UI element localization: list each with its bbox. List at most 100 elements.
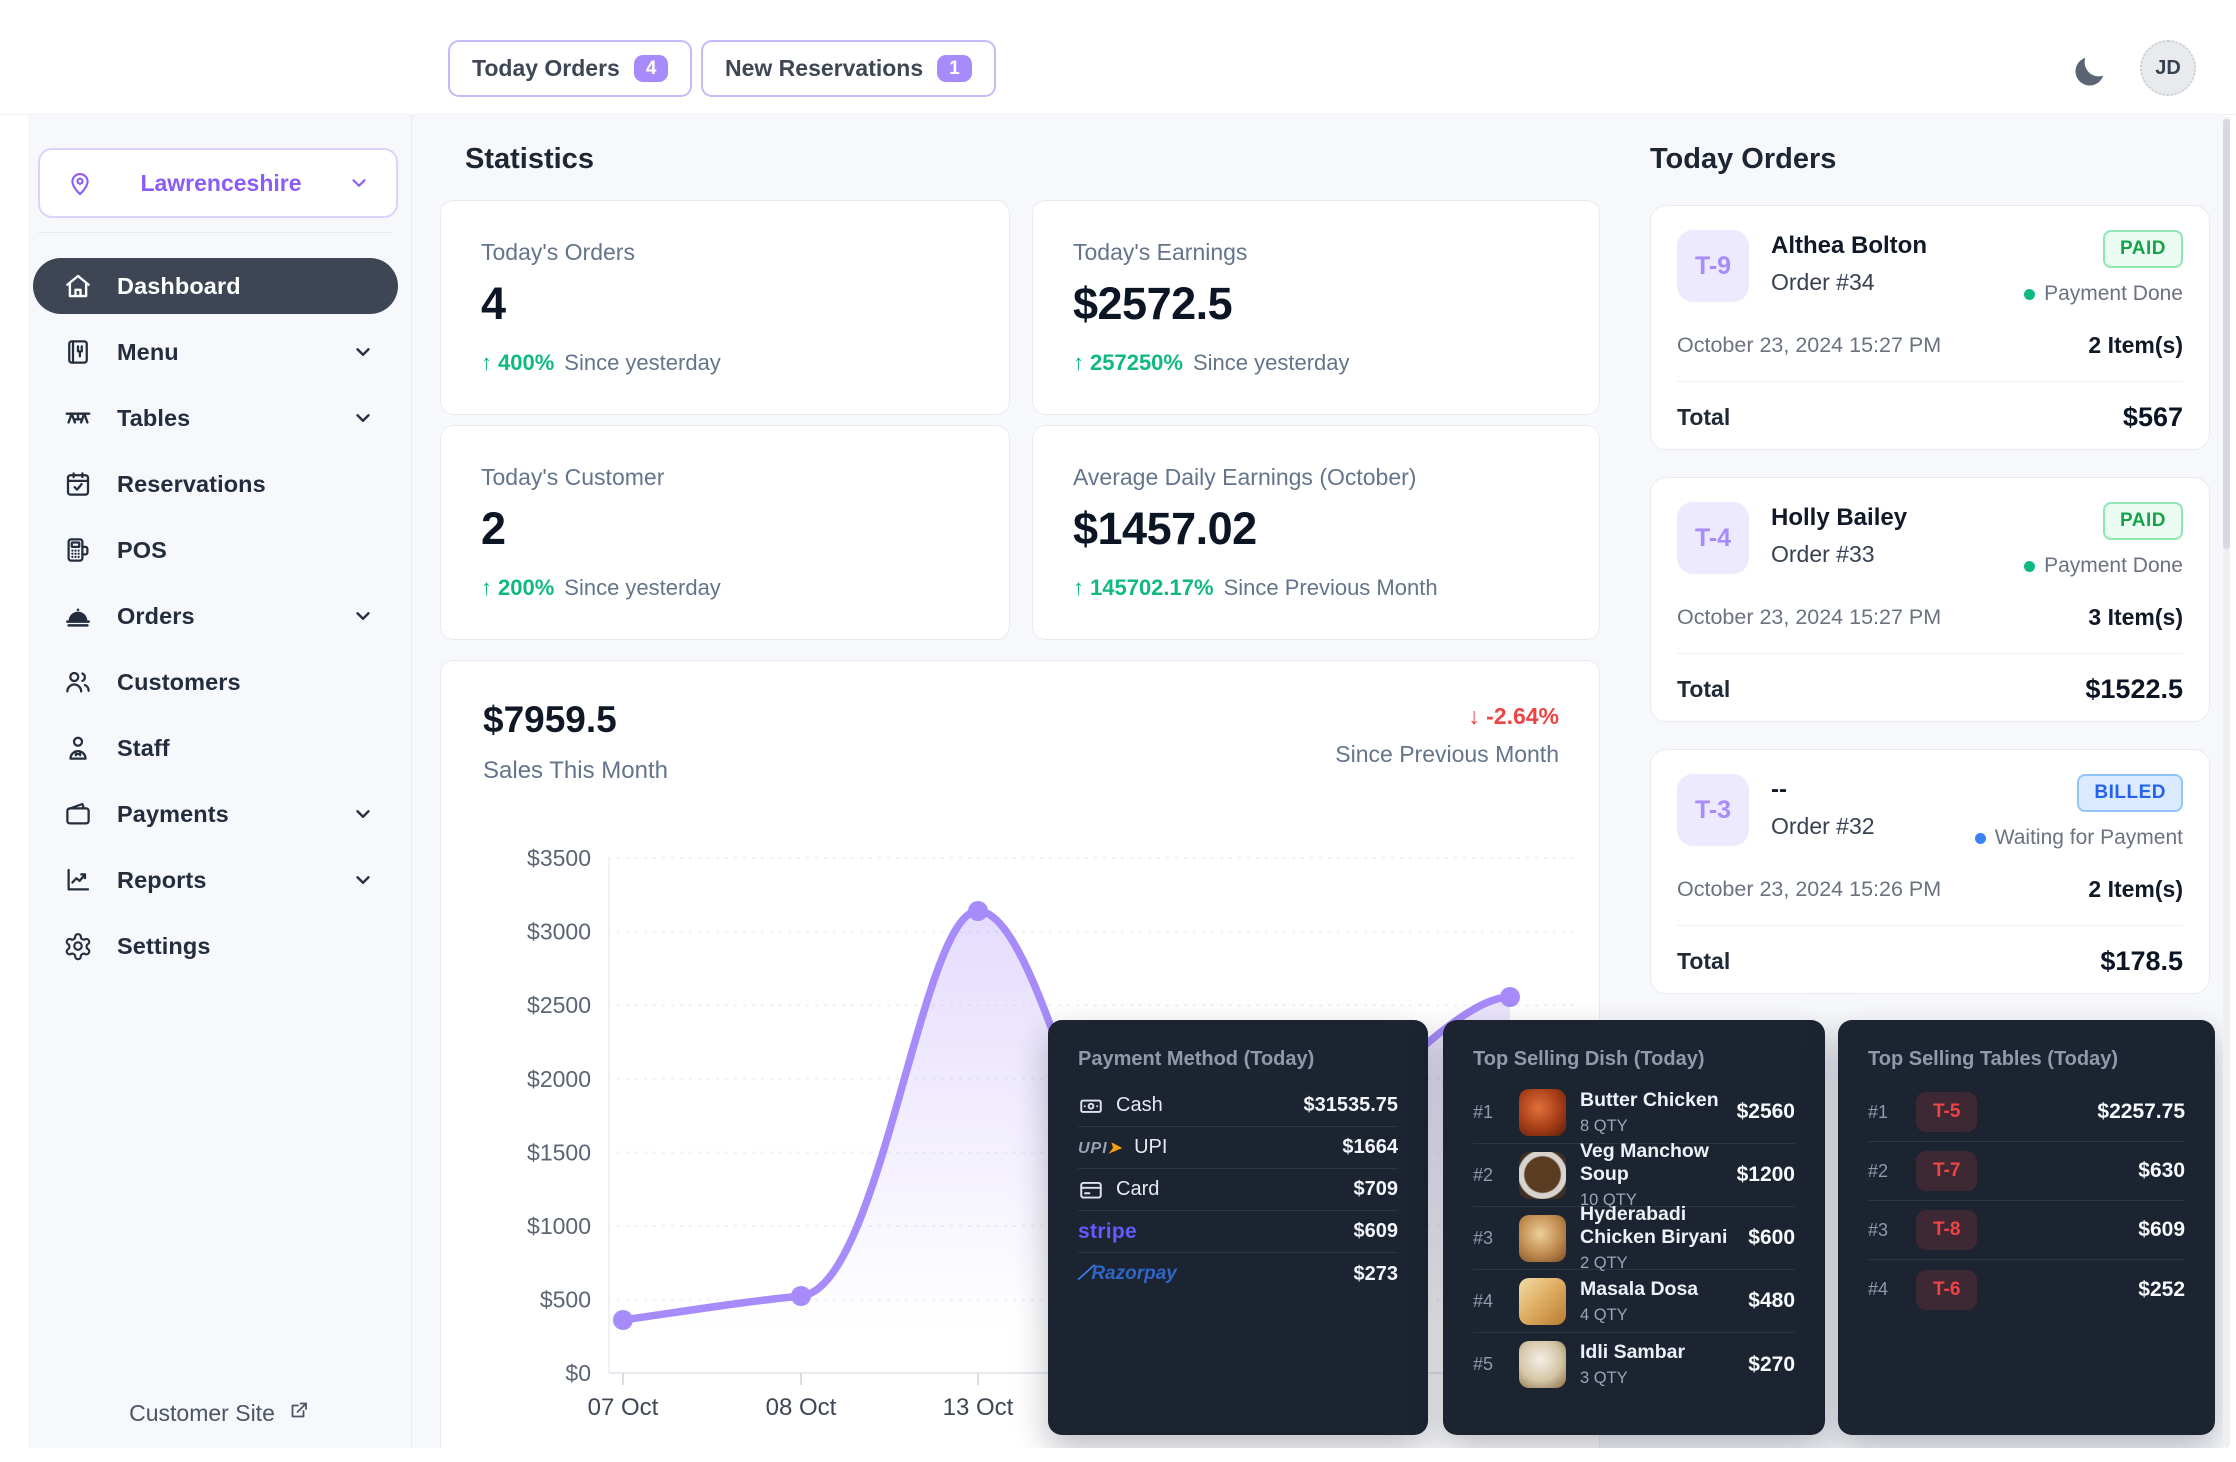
top-selling-tables-panel: Top Selling Tables (Today) #1 T-5 $2257.… (1838, 1020, 2215, 1435)
new-reservations-button[interactable]: New Reservations 1 (701, 40, 996, 97)
stat-value: 2 (481, 503, 506, 554)
dish-row: #5 Idli Sambar 3 QTY $270 (1473, 1341, 1795, 1388)
divider (1677, 653, 2183, 654)
location-pin-icon (66, 169, 94, 197)
stat-value: 4 (481, 278, 506, 329)
data-point-07-oct (613, 1310, 633, 1330)
svg-text:$2500: $2500 (527, 992, 591, 1018)
stat-label: Today's Customer (481, 464, 665, 490)
svg-text:$500: $500 (540, 1287, 591, 1313)
sales-delta: ↓ -2.64% (1468, 703, 1559, 729)
sidebar-item-label: Staff (117, 734, 170, 761)
panel-title: Top Selling Tables (Today) (1868, 1048, 2119, 1070)
stat-value: $2572.5 (1073, 278, 1233, 329)
stat-delta: ↑ 200% Since yesterday (481, 575, 721, 600)
stat-card-todays-customer: Today's Customer 2 ↑ 200% Since yesterda… (440, 425, 1010, 640)
sidebar-item-tables[interactable]: Tables (33, 390, 398, 446)
svg-text:08 Oct: 08 Oct (766, 1394, 837, 1421)
order-total: $178.5 (2100, 946, 2183, 976)
order-card[interactable]: T-3 -- Order #32 BILLED Waiting for Paym… (1650, 749, 2210, 994)
table-badge-red: T-6 (1916, 1269, 1978, 1310)
chevron-down-icon (352, 407, 374, 429)
table-badge: T-3 (1677, 774, 1749, 846)
sidebar-item-customers[interactable]: Customers (33, 654, 398, 710)
order-card[interactable]: T-4 Holly Bailey Order #33 PAID Payment … (1650, 477, 2210, 722)
svg-text:$1000: $1000 (527, 1213, 591, 1239)
order-card[interactable]: T-9 Althea Bolton Order #34 PAID Payment… (1650, 205, 2210, 450)
status-dot (1974, 832, 1986, 844)
order-total: $1522.5 (2085, 674, 2183, 704)
total-label: Total (1677, 404, 1731, 430)
payment-status-note: Payment Done (2024, 282, 2183, 306)
table-row: #4 T-6 $252 (1868, 1260, 2185, 1319)
stat-delta: ↑ 145702.17% Since Previous Month (1073, 575, 1438, 600)
users-icon (63, 667, 93, 697)
divider (1677, 925, 2183, 926)
sales-subtitle: Sales This Month (483, 757, 668, 784)
sales-delta-note: Since Previous Month (1335, 741, 1559, 767)
table-row: #3 T-8 $609 (1868, 1201, 2185, 1260)
sidebar-item-menu[interactable]: Menu (33, 324, 398, 380)
svg-text:$2000: $2000 (527, 1066, 591, 1092)
trend-up-icon: ↑ (481, 350, 492, 375)
sidebar-item-reservations[interactable]: Reservations (33, 456, 398, 512)
dish-photo (1519, 1277, 1566, 1325)
svg-text:$1500: $1500 (527, 1139, 591, 1165)
dark-mode-toggle[interactable] (2066, 50, 2112, 96)
stat-label: Today's Orders (481, 239, 635, 265)
location-selector[interactable]: Lawrenceshire (38, 148, 398, 218)
data-point-08-oct (791, 1286, 811, 1306)
home-icon (63, 271, 93, 301)
sidebar-item-pos[interactable]: POS (33, 522, 398, 578)
divider (1677, 381, 2183, 382)
stripe-logo: stripe (1078, 1219, 1137, 1243)
top-bar: Today Orders 4 New Reservations 1 JD (0, 0, 2236, 115)
sidebar-item-staff[interactable]: Staff (33, 720, 398, 776)
sidebar-item-settings[interactable]: Settings (33, 918, 398, 974)
svg-text:13 Oct: 13 Oct (943, 1394, 1014, 1421)
total-label: Total (1677, 948, 1731, 974)
razorpay-logo: ⟋Razorpay (1078, 1263, 1177, 1284)
sidebar-item-label: POS (117, 536, 167, 563)
stat-label: Today's Earnings (1073, 239, 1248, 265)
credit-card-icon (1078, 1177, 1104, 1203)
total-label: Total (1677, 676, 1731, 702)
customer-site-link[interactable]: Customer Site (28, 1398, 412, 1428)
sidebar-item-dashboard[interactable]: Dashboard (33, 258, 398, 314)
today-orders-button[interactable]: Today Orders 4 (448, 40, 693, 97)
svg-text:07 Oct: 07 Oct (588, 1394, 659, 1421)
dish-row: #2 Veg Manchow Soup 10 QTY $1200 (1473, 1140, 1795, 1209)
sidebar-item-reports[interactable]: Reports (33, 852, 398, 908)
staff-person-icon (63, 733, 93, 763)
stat-delta: ↑ 400% Since yesterday (481, 350, 721, 375)
sidebar-item-label: Settings (117, 932, 211, 959)
scrollbar-thumb[interactable] (2223, 119, 2230, 549)
order-total: $567 (2122, 402, 2183, 432)
order-items-count: 2 Item(s) (2088, 332, 2183, 358)
customer-site-label: Customer Site (129, 1399, 275, 1426)
customer-name: Althea Bolton (1771, 232, 1927, 259)
payment-method-panel: Payment Method (Today) Cash $31535.75 UP… (1048, 1020, 1428, 1435)
dish-photo (1519, 1341, 1566, 1388)
sidebar-item-payments[interactable]: Payments (33, 786, 398, 842)
svg-text:$0: $0 (565, 1360, 591, 1386)
cloche-icon (63, 601, 93, 631)
user-avatar[interactable]: JD (2140, 40, 2196, 96)
table-badge-red: T-8 (1916, 1210, 1978, 1250)
chevron-down-icon (352, 605, 374, 627)
avatar-initials: JD (2155, 56, 2181, 79)
stat-delta: ↑ 257250% Since yesterday (1073, 350, 1350, 375)
new-reservations-button-label: New Reservations (725, 55, 924, 81)
sidebar-item-orders[interactable]: Orders (33, 588, 398, 644)
chevron-down-icon (348, 172, 370, 194)
menu-book-icon (63, 337, 93, 367)
trend-up-icon: ↑ (1073, 350, 1084, 375)
sales-total: $7959.5 (483, 699, 617, 740)
status-badge: PAID (2103, 230, 2183, 268)
sidebar-item-label: Dashboard (117, 272, 241, 299)
customer-name: Holly Bailey (1771, 504, 1908, 531)
sidebar-divider (38, 232, 392, 233)
sidebar-item-label: Reservations (117, 470, 266, 497)
dish-photo (1519, 1214, 1566, 1262)
